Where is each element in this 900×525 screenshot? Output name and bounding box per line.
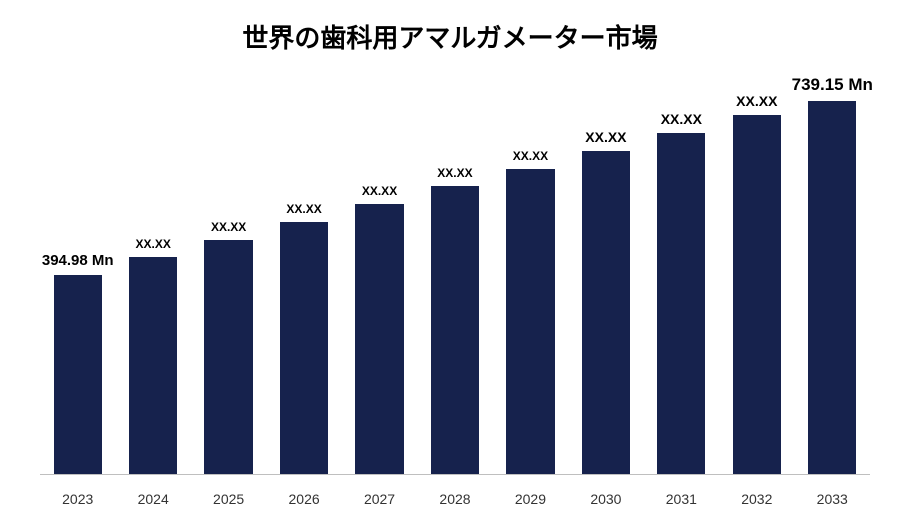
x-tick-label: 2023 [40, 491, 115, 507]
bar [657, 133, 705, 475]
bar-slot: XX.XX [568, 80, 643, 475]
x-axis: 2023202420252026202720282029203020312032… [40, 491, 870, 507]
bar-slot: XX.XX [417, 80, 492, 475]
x-tick-label: 2025 [191, 491, 266, 507]
bar [733, 115, 781, 475]
x-tick-label: 2024 [115, 491, 190, 507]
x-tick-label: 2031 [644, 491, 719, 507]
bar-slot: XX.XX [342, 80, 417, 475]
bar [506, 169, 554, 475]
x-tick-label: 2030 [568, 491, 643, 507]
bar-value-label: 739.15 Mn [779, 75, 885, 95]
x-tick-label: 2029 [493, 491, 568, 507]
bar-slot: XX.XX [191, 80, 266, 475]
bar [129, 257, 177, 475]
x-tick-label: 2032 [719, 491, 794, 507]
bar [204, 240, 252, 475]
chart-title: 世界の歯科用アマルガメーター市場 [0, 0, 900, 55]
bar [808, 101, 856, 475]
bar-slot: XX.XX [115, 80, 190, 475]
bar [54, 275, 102, 475]
bar-slot: XX.XX [644, 80, 719, 475]
bar [431, 186, 479, 475]
x-baseline [40, 474, 870, 475]
chart-container: 世界の歯科用アマルガメーター市場 394.98 MnXX.XXXX.XXXX.X… [0, 0, 900, 525]
bars-group: 394.98 MnXX.XXXX.XXXX.XXXX.XXXX.XXXX.XXX… [40, 80, 870, 475]
bar-slot: XX.XX [719, 80, 794, 475]
bar [355, 204, 403, 475]
x-tick-label: 2026 [266, 491, 341, 507]
x-tick-label: 2033 [795, 491, 870, 507]
bar [582, 151, 630, 475]
x-tick-label: 2027 [342, 491, 417, 507]
bar [280, 222, 328, 475]
bar-slot: XX.XX [266, 80, 341, 475]
x-tick-label: 2028 [417, 491, 492, 507]
plot-area: 394.98 MnXX.XXXX.XXXX.XXXX.XXXX.XXXX.XXX… [40, 80, 870, 475]
bar-slot: 394.98 Mn [40, 80, 115, 475]
bar-slot: 739.15 Mn [795, 80, 870, 475]
